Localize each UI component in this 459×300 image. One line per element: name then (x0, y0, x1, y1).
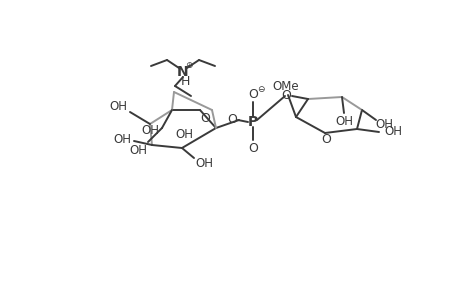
Text: OMe: OMe (272, 80, 299, 92)
Text: OH: OH (383, 124, 401, 137)
Text: O: O (227, 112, 236, 125)
Text: N: N (177, 65, 188, 79)
Text: O: O (320, 133, 330, 146)
Text: OH: OH (195, 157, 213, 169)
Text: OH: OH (174, 128, 193, 140)
Text: H: H (180, 74, 189, 88)
Text: P: P (247, 115, 257, 129)
Text: OH: OH (129, 143, 147, 157)
Text: OH: OH (113, 133, 131, 146)
Text: OH: OH (141, 124, 159, 136)
Text: O: O (280, 88, 290, 101)
Text: O: O (247, 142, 257, 154)
Text: O: O (200, 112, 209, 124)
Text: OH: OH (374, 118, 392, 130)
Text: O: O (247, 88, 257, 100)
Text: ⊖: ⊖ (257, 85, 264, 94)
Text: ⊕: ⊕ (185, 61, 192, 70)
Text: OH: OH (109, 100, 127, 112)
Text: OH: OH (334, 115, 352, 128)
